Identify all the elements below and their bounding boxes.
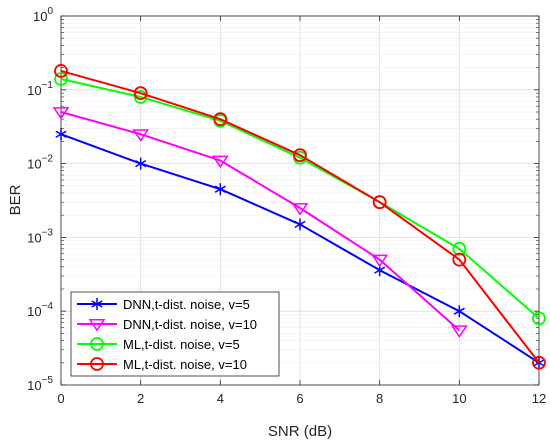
legend-entry-4: ML,t-dist. noise, v=10 xyxy=(77,357,247,372)
x-tick-label: 6 xyxy=(296,391,303,406)
data-point-triangle xyxy=(450,325,468,339)
data-point-circle xyxy=(133,86,148,101)
data-point-asterisk xyxy=(55,128,67,141)
series-layer xyxy=(52,64,546,370)
y-axis-title: BER xyxy=(7,184,24,215)
legend-label: DNN,t-dist. noise, v=10 xyxy=(123,317,257,332)
y-tick-label: 10−3 xyxy=(27,227,53,245)
y-tick-label: 100 xyxy=(33,6,53,24)
data-point-circle xyxy=(54,72,68,86)
data-point-asterisk xyxy=(135,157,147,170)
x-tick-label: 10 xyxy=(452,391,466,406)
data-point-circle xyxy=(452,241,467,256)
legend-entry-2: DNN,t-dist. noise, v=10 xyxy=(77,317,257,332)
series-line xyxy=(60,78,540,320)
series-2 xyxy=(52,107,468,339)
data-point-circle xyxy=(293,148,307,163)
data-point-circle xyxy=(90,357,104,371)
series-1 xyxy=(55,128,545,369)
data-point-circle xyxy=(133,90,148,104)
y-tick-label: 10−2 xyxy=(27,154,53,172)
data-point-triangle xyxy=(211,155,229,169)
series-4 xyxy=(54,64,546,370)
data-point-triangle xyxy=(88,319,106,332)
data-point-circle xyxy=(213,112,228,127)
series-line xyxy=(60,111,460,332)
legend-label: ML,t-dist. noise, v=10 xyxy=(123,357,247,372)
data-point-circle xyxy=(372,195,387,210)
x-axis-title: SNR (dB) xyxy=(268,423,332,440)
asterisk-stroke xyxy=(135,159,147,168)
legend-entry-3: ML,t-dist. noise, v=5 xyxy=(77,337,240,352)
data-point-asterisk xyxy=(91,298,103,310)
x-tick-label: 4 xyxy=(217,391,224,406)
data-point-triangle xyxy=(371,254,389,268)
series-line xyxy=(60,69,540,364)
data-point-asterisk xyxy=(214,183,226,196)
legend-box xyxy=(70,291,280,377)
x-tick-label: 12 xyxy=(532,391,546,406)
x-tick-label: 0 xyxy=(57,391,64,406)
y-tick-label: 10−5 xyxy=(27,375,53,393)
data-point-circle xyxy=(90,337,104,351)
y-tick-label: 10−4 xyxy=(27,301,53,319)
asterisk-stroke xyxy=(294,220,306,229)
data-point-triangle xyxy=(291,203,309,216)
data-point-triangle xyxy=(132,129,150,142)
data-point-asterisk xyxy=(453,305,465,318)
axes-layer: 0 2 4 6 8 10 12 10−5 10−4 10−3 10−2 10−1 100 xyxy=(27,6,546,406)
x-tick-label: 8 xyxy=(376,391,383,406)
asterisk-stroke xyxy=(91,300,103,308)
legend-label: DNN,t-dist. noise, v=5 xyxy=(123,297,250,312)
y-tick-label: 10−1 xyxy=(27,80,53,98)
data-point-circle xyxy=(532,355,546,370)
asterisk-stroke xyxy=(55,130,67,138)
legend-entry-1: DNN,t-dist. noise, v=5 xyxy=(77,297,250,312)
legend-label: ML,t-dist. noise, v=5 xyxy=(123,337,240,352)
asterisk-stroke xyxy=(453,307,465,315)
asterisk-stroke xyxy=(214,185,226,193)
x-tick-label: 2 xyxy=(137,391,144,406)
asterisk-stroke xyxy=(374,266,386,274)
data-point-triangle xyxy=(52,107,70,120)
data-point-circle xyxy=(452,252,467,267)
data-point-circle xyxy=(532,311,546,326)
data-point-asterisk xyxy=(294,218,306,231)
legend: DNN,t-dist. noise, v=5 DNN,t-dist. noise,… xyxy=(70,291,280,377)
data-point-circle xyxy=(54,64,68,78)
